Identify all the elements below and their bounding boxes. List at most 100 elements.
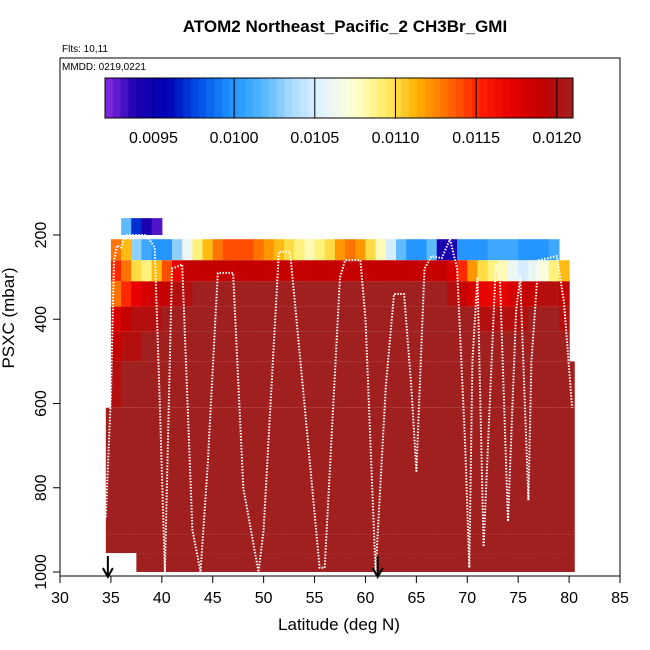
colorbar-frame (104, 77, 574, 119)
curtain-cell (436, 306, 448, 332)
curtain-cell (294, 239, 305, 261)
colorbar-segment (463, 78, 473, 118)
curtain-cell (166, 553, 177, 572)
colorbar-tick-label: 0.0115 (452, 130, 500, 147)
date-note: MMDD: 0219,0221 (62, 62, 146, 73)
curtain-cell (151, 260, 163, 282)
colorbar-segment (112, 78, 122, 118)
colorbar-segment (456, 78, 465, 118)
colorbar-segment (339, 78, 348, 118)
curtain-cell (304, 306, 316, 332)
curtain-cell (345, 281, 356, 307)
curtain-cell (504, 553, 516, 572)
curtain-cell (554, 361, 565, 408)
curtain-cell (528, 331, 540, 362)
x-axis-label: Latitude (deg N) (278, 615, 400, 634)
curtain-cell (105, 534, 117, 554)
curtain-cell (487, 260, 499, 282)
curtain-cell (121, 218, 132, 235)
curtain-cell (352, 361, 364, 408)
curtain-cell (446, 306, 458, 332)
curtain-cell (472, 534, 484, 554)
curtain-cell (197, 407, 209, 535)
curtain-cell (467, 306, 479, 332)
curtain-cell (172, 281, 183, 307)
curtain-cell (406, 331, 417, 362)
colorbar-segment (292, 78, 301, 118)
curtain-cell (292, 361, 303, 408)
curtain-cell (161, 260, 173, 282)
colorbar-segment (346, 78, 356, 118)
y-tick-label: 1000 (33, 554, 50, 590)
curtain-cell (467, 260, 479, 282)
curtain-cell (558, 331, 570, 362)
curtain-cell (477, 260, 489, 282)
curtain-cell (411, 534, 423, 554)
curtain-cell (284, 331, 295, 362)
curtain-cell (355, 331, 367, 362)
curtain-cell (493, 361, 505, 408)
x-tick-label: 45 (204, 590, 222, 607)
curtain-cell (273, 239, 285, 261)
curtain-cell (370, 534, 382, 554)
curtain-cell (304, 331, 316, 362)
x-axis: 30 35 40 45 50 55 60 65 70 75 80 85 (51, 575, 629, 607)
colorbar-segment (323, 78, 332, 118)
colorbar-segment (331, 78, 340, 118)
colorbar-segment (300, 78, 309, 118)
curtain-cell (196, 553, 207, 572)
curtain-cell (431, 407, 443, 535)
curtain-cell (171, 361, 183, 408)
curtain-cell (452, 534, 463, 554)
curtain-cell (518, 306, 529, 332)
colorbar-segment (479, 78, 488, 118)
curtain-cell (131, 361, 142, 408)
curtain-cell (457, 281, 468, 307)
curtain-cell (406, 239, 417, 261)
curtain-cell (131, 218, 143, 235)
x-tick-label: 75 (509, 590, 527, 607)
curtain-cell (166, 407, 178, 535)
colorbar-segment (385, 78, 395, 118)
curtain-cell (502, 407, 514, 535)
colorbar-segment (190, 78, 200, 118)
curtain-cell (543, 361, 555, 408)
curtain-cell (355, 281, 367, 307)
curtain-cell (508, 331, 519, 362)
curtain-cell (497, 281, 509, 307)
curtain-cell (385, 331, 397, 362)
curtain-cell (187, 534, 199, 554)
curtain-cell (294, 306, 305, 332)
curtain-cell (528, 239, 540, 261)
curtain-cell (206, 553, 217, 572)
curtain-cell (302, 361, 313, 408)
curtain-cell (482, 534, 494, 554)
curtain-cell (182, 260, 193, 282)
curtain-cell (457, 331, 468, 362)
colorbar-segment (495, 78, 504, 118)
curtain-cell (457, 306, 468, 332)
curtain-cell (212, 306, 224, 332)
curtain-cell (305, 553, 317, 572)
colorbar-segment (284, 78, 293, 118)
colorbar-segment (378, 78, 387, 118)
curtain-cell (105, 407, 117, 535)
curtain-cell (533, 407, 545, 535)
x-tick-label: 55 (306, 590, 324, 607)
curtain-cell (558, 260, 570, 282)
curtain-cell (564, 553, 575, 572)
curtain-cell (263, 331, 275, 362)
curtain-cell (345, 306, 356, 332)
curtain-cell (518, 281, 529, 307)
curtain-cell (314, 306, 326, 332)
latitude-arrow-head (371, 567, 384, 580)
colorbar-segment (120, 78, 129, 118)
curtain-cell (182, 281, 193, 307)
colorbar-segment (268, 78, 278, 118)
curtain-cell (502, 534, 514, 554)
curtain-cell (446, 239, 458, 261)
curtain-cell (177, 407, 188, 535)
curtain-cell (365, 306, 377, 332)
curtain-cell (405, 553, 416, 572)
curtain-cell (414, 553, 426, 572)
